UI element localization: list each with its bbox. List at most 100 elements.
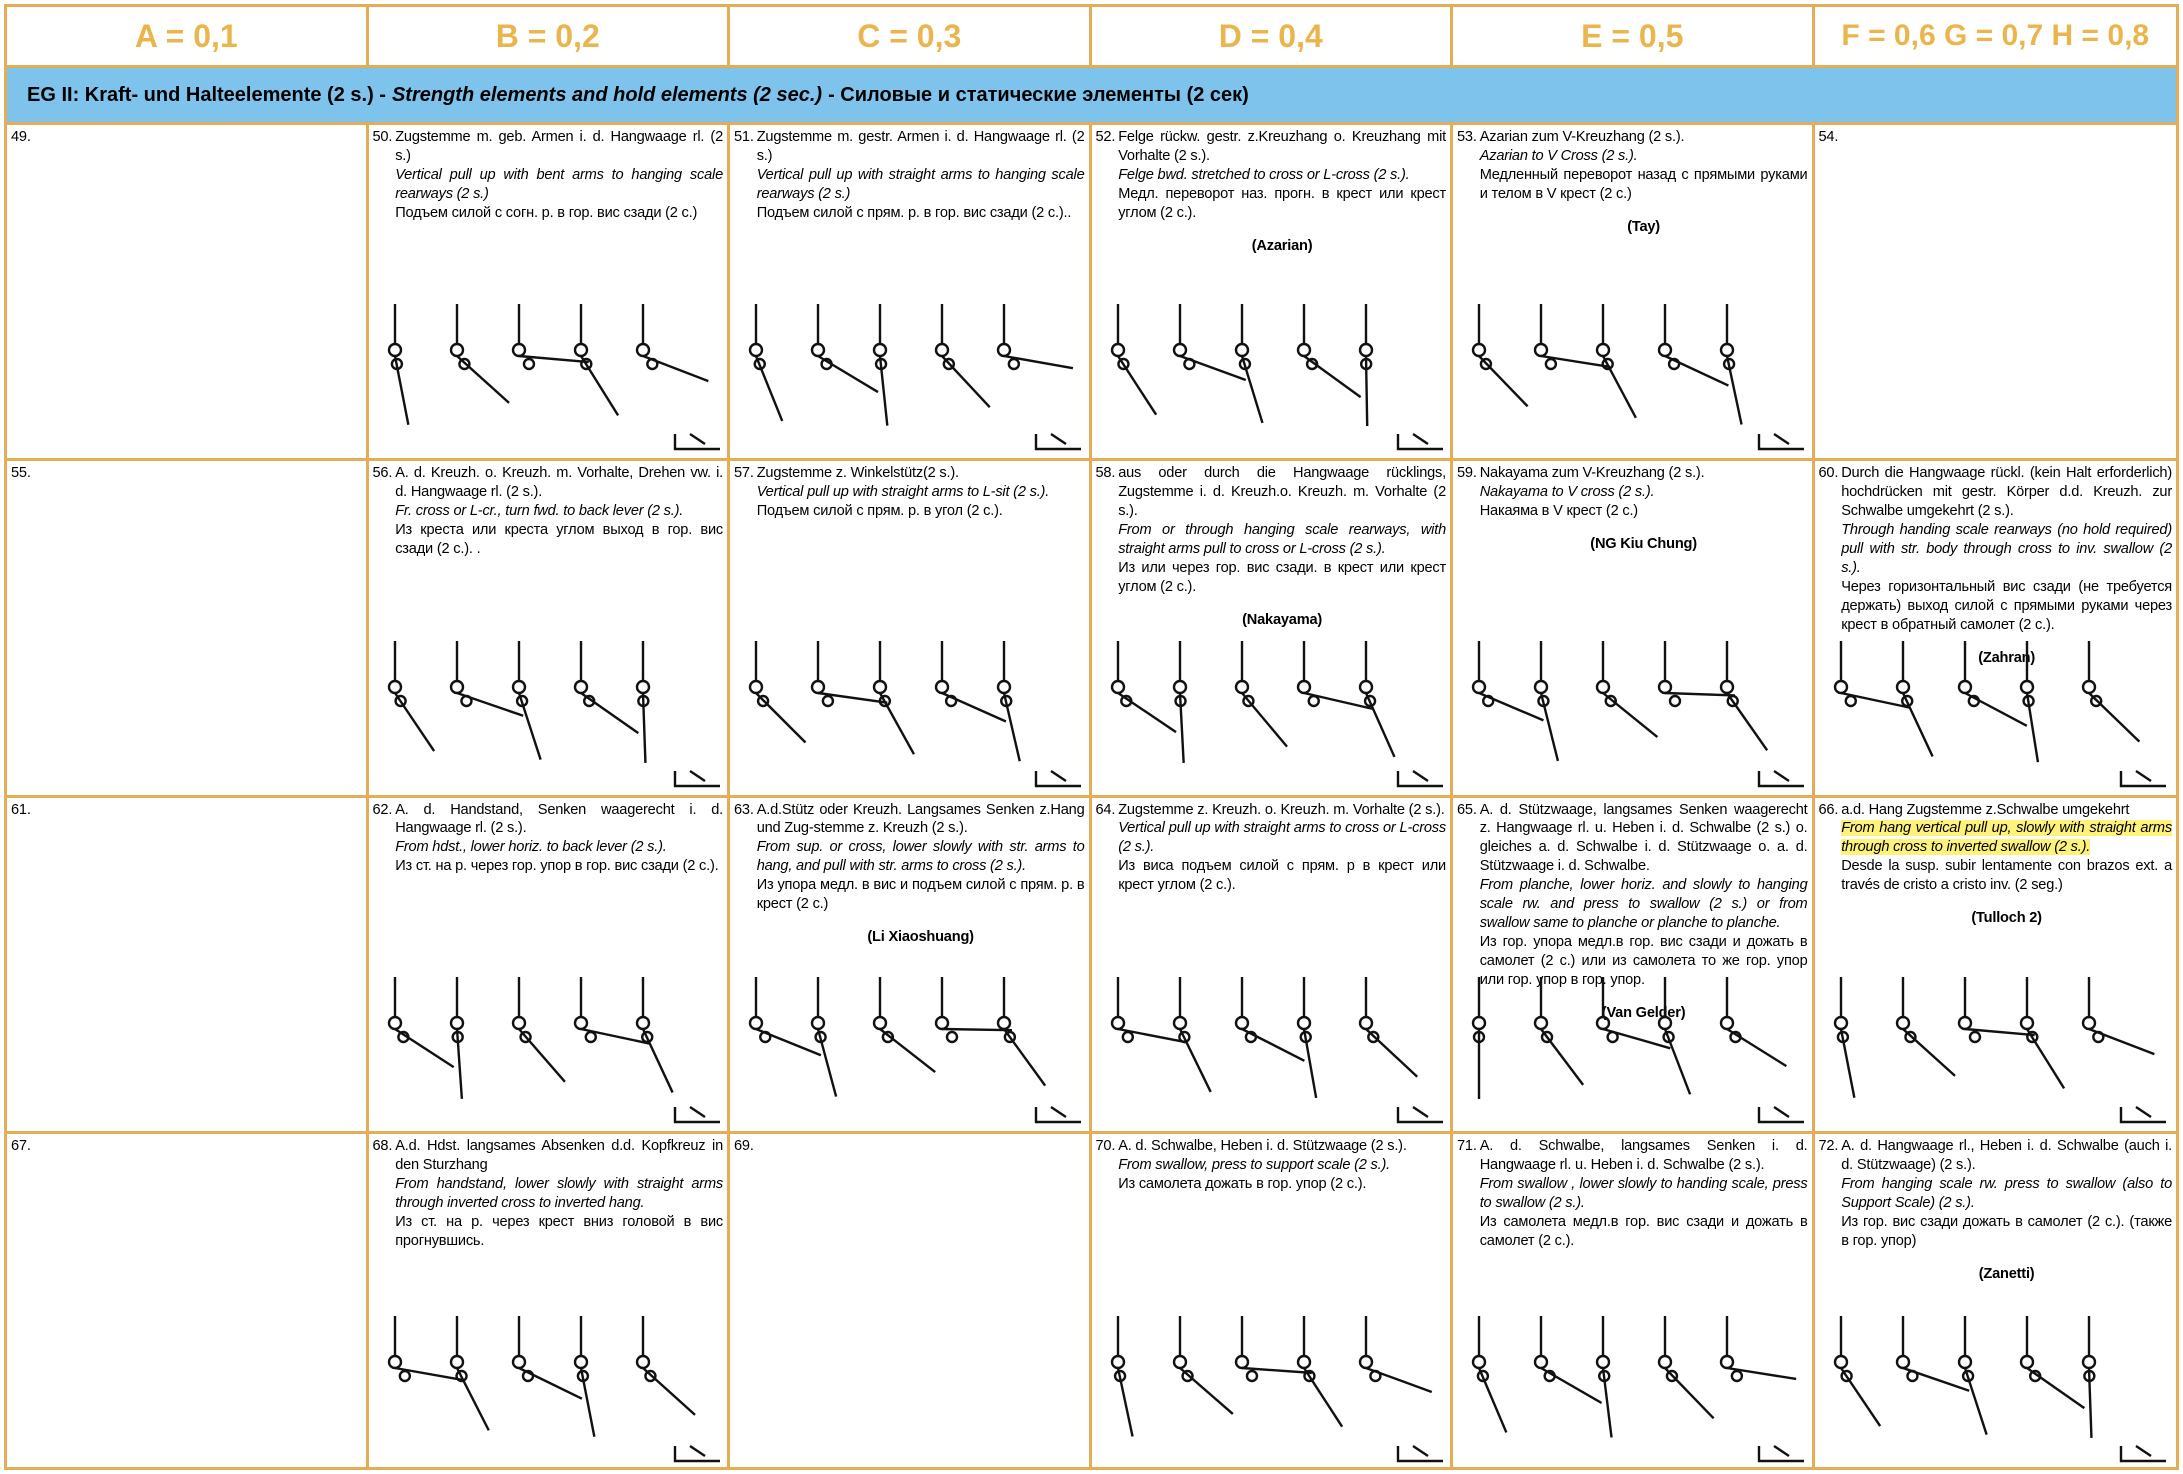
text-ru: Из ст. на р. через гор. упор в гор. вис … [395,858,719,875]
element-cell: 49. [7,125,369,462]
text-en-content: From hanging scale rw. press to swallow … [1841,1175,2172,1211]
element-text: Zugstemme z. Winkelstütz(2 s.). Vertical … [757,464,1085,521]
text-en-content: Vertical pull up with straight arms to h… [756,166,1085,202]
banner-title-ru: - Силовые и статические элементы (2 сек) [828,83,1249,106]
cell-row: 59. Nakayama zum V-Kreuzhang (2 s.). Nakay… [1457,464,1808,554]
text-ru: Из гор. упора медл.в гор. вис сзади и до… [1479,934,1808,989]
column-header: B = 0,2 [369,7,730,65]
element-cell: 58. aus oder durch die Hangwaage rückling… [1091,461,1453,798]
element-text: A. d. Schwalbe, Heben i. d. Stützwaage (… [1118,1137,1446,1194]
figure-drawing [1471,1316,1804,1463]
column-header: C = 0,3 [730,7,1092,65]
element-text: A. d. Kreuzh. o. Kreuzh. m. Vorhalte, Dr… [395,464,723,559]
cell-row: 50. Zugstemme m. geb. Armen i. d. Hangwaa… [373,128,724,223]
element-cell: 50. Zugstemme m. geb. Armen i. d. Hangwaa… [368,125,730,462]
cell-row: 51. Zugstemme m. gestr. Armen i. d. Hangw… [734,128,1085,223]
element-cell: 71. A. d. Schwalbe, langsames Senken i. d… [1453,1133,1815,1470]
text-en: Felge bwd. stretched to cross or L-cross… [1118,166,1446,185]
element-number: 52. [1095,129,1116,145]
element-text: A. d. Stützwaage, langsames Senken waage… [1480,801,1808,1024]
element-text [34,1137,362,1156]
element-text [34,128,362,147]
element-number: 65. [1457,801,1477,818]
cell-row: 52. Felge rückw. gestr. z.Kreuzhang o. Kr… [1096,128,1447,256]
text-en-content: From planche, lower horiz. and slowly to… [1479,877,1808,932]
athlete-name: (Tulloch 2) [1971,910,2042,927]
text-en: From hang vertical pull up, slowly with … [1841,819,2172,857]
element-cell: 51. Zugstemme m. gestr. Armen i. d. Hangw… [730,125,1092,462]
cell-row: 67. [11,1137,362,1156]
cell-row: 71. A. d. Schwalbe, langsames Senken i. d… [1457,1137,1808,1251]
text-ru: Из виса подъем силой с прям. р в крест и… [1118,858,1446,894]
text-ru: Из самолета дожать в гор. упор (2 с.). [1118,1175,1367,1192]
figure-drawing [1833,1316,2166,1463]
text-de: Zugstemme z. Winkelstütz(2 s.). [756,465,959,482]
figure-drawing [1471,976,1804,1123]
element-text: Zugstemme m. gestr. Armen i. d. Hangwaag… [757,128,1085,223]
element-text: A.d. Hdst. langsames Absenken d.d. Kopfk… [395,1137,723,1251]
cell-row: 58. aus oder durch die Hangwaage rückling… [1096,464,1447,630]
text-es: Desde la susp. subir lentamente con braz… [1841,858,2172,894]
element-text: A. d. Schwalbe, langsames Senken i. d. H… [1480,1137,1808,1251]
element-text: A. d. Hangwaage rl., Heben i. d. Schwalb… [1841,1137,2172,1284]
element-text: Durch die Hangwaage rückl. (kein Halt er… [1841,464,2172,668]
text-en-content: Fr. cross or L-cr., turn fwd. to back le… [395,503,684,520]
element-cell: 55. [7,461,369,798]
element-cell: 64. Zugstemme z. Kreuzh. o. Kreuzh. m. Vo… [1091,797,1453,1134]
text-ru: Из креста или креста углом выход в гор. … [395,522,723,558]
figure-drawing [1110,640,1443,787]
text-en-content: From hang vertical pull up, slowly with … [1841,820,2172,856]
page: A = 0,1 B = 0,2 C = 0,3 D = 0,4 E = 0,5 F = 0… [4,4,2179,1470]
cell-row: 65. A. d. Stützwaage, langsames Senken wa… [1457,801,1808,1024]
text-de: Zugstemme m. geb. Armen i. d. Hangwaage … [395,129,723,164]
element-cell: 59. Nakayama zum V-Kreuzhang (2 s.). Nakay… [1453,461,1815,798]
column-header: D = 0,4 [1092,7,1453,65]
text-en-content: Vertical pull up with straight arms to c… [1118,820,1446,856]
athlete-name: (Tay) [1627,218,1660,235]
element-text: A.d.Stütz oder Kreuzh. Langsames Senken … [757,801,1085,948]
text-en: Azarian to V Cross (2 s.). [1480,147,1808,166]
banner-title: EG II: Kraft- und Halteelemente (2 s.) - [27,83,386,106]
element-text [757,1137,1085,1156]
banner-title-en: Strength elements and hold elements (2 s… [391,83,823,106]
element-number: 58. [1095,465,1116,482]
element-cell: 57. Zugstemme z. Winkelstütz(2 s.). Vertic… [730,461,1092,798]
text-en: From swallow , lower slowly to handing s… [1480,1175,1808,1213]
figure-drawing [1110,304,1443,451]
banner: EG II: Kraft- und Halteelemente (2 s.) -… [7,68,2176,125]
text-de: A. d. Stützwaage, langsames Senken waage… [1479,801,1808,875]
text-en: Nakayama to V cross (2 s.). [1480,483,1808,502]
header-row: A = 0,1 B = 0,2 C = 0,3 D = 0,4 E = 0,5 F = 0… [7,7,2176,68]
text-de: A.d. Hdst. langsames Absenken d.d. Kopfk… [395,1137,723,1173]
text-en-content: From or through hanging scale rearways, … [1118,522,1446,558]
athlete-name: (Azarian) [1251,237,1313,254]
text-de: A. d. Handstand, Senken waagerecht i. d.… [395,801,723,837]
text-ru: Через горизонтальный вис сзади (не требу… [1841,579,2172,633]
text-de: Durch die Hangwaage rückl. (kein Halt er… [1841,465,2172,520]
cell-row: 54. [1819,128,2173,147]
element-cell: 66. a.d. Hang Zugstemme z.Schwalbe umgeke… [1814,798,2176,1134]
figure-drawing [387,640,720,787]
text-de: A. d. Schwalbe, langsames Senken i. d. H… [1479,1137,1808,1173]
athlete-name: (Nakayama) [1242,612,1323,629]
element-cell: 72. A. d. Hangwaage rl., Heben i. d. Schw… [1815,1134,2177,1470]
element-number: 50. [372,129,393,145]
text-ru: Подъем силой с прям. р. в гор. вис сзади… [756,204,1072,221]
element-number: 62. [372,801,393,818]
text-en: Through handing scale rearways (no hold … [1841,521,2172,578]
element-text: Azarian zum V-Kreuzhang (2 s.). Azarian t… [1480,128,1808,237]
cell-row: 62. A. d. Handstand, Senken waagerecht i.… [373,801,724,877]
figure-drawing [387,976,720,1123]
element-number: 53. [1457,129,1477,145]
text-ru: Подъем силой с согн. р. в гор. вис сзади… [395,204,698,221]
element-cell: 63. A.d.Stütz oder Kreuzh. Langsames Senk… [730,797,1092,1134]
cell-row: 56. A. d. Kreuzh. o. Kreuzh. m. Vorhalte,… [373,464,724,559]
figure-drawing [1110,976,1443,1123]
element-cell: 56. A. d. Kreuzh. o. Kreuzh. m. Vorhalte,… [368,461,730,798]
element-number: 67. [11,1137,31,1154]
cell-row: 69. [734,1137,1085,1156]
text-en: Vertical pull up with straight arms to c… [1118,819,1446,857]
figure-drawing [1833,640,2166,787]
cell-row: 57. Zugstemme z. Winkelstütz(2 s.). Vertic… [734,464,1085,521]
text-en-content: Through handing scale rearways (no hold … [1841,522,2172,577]
